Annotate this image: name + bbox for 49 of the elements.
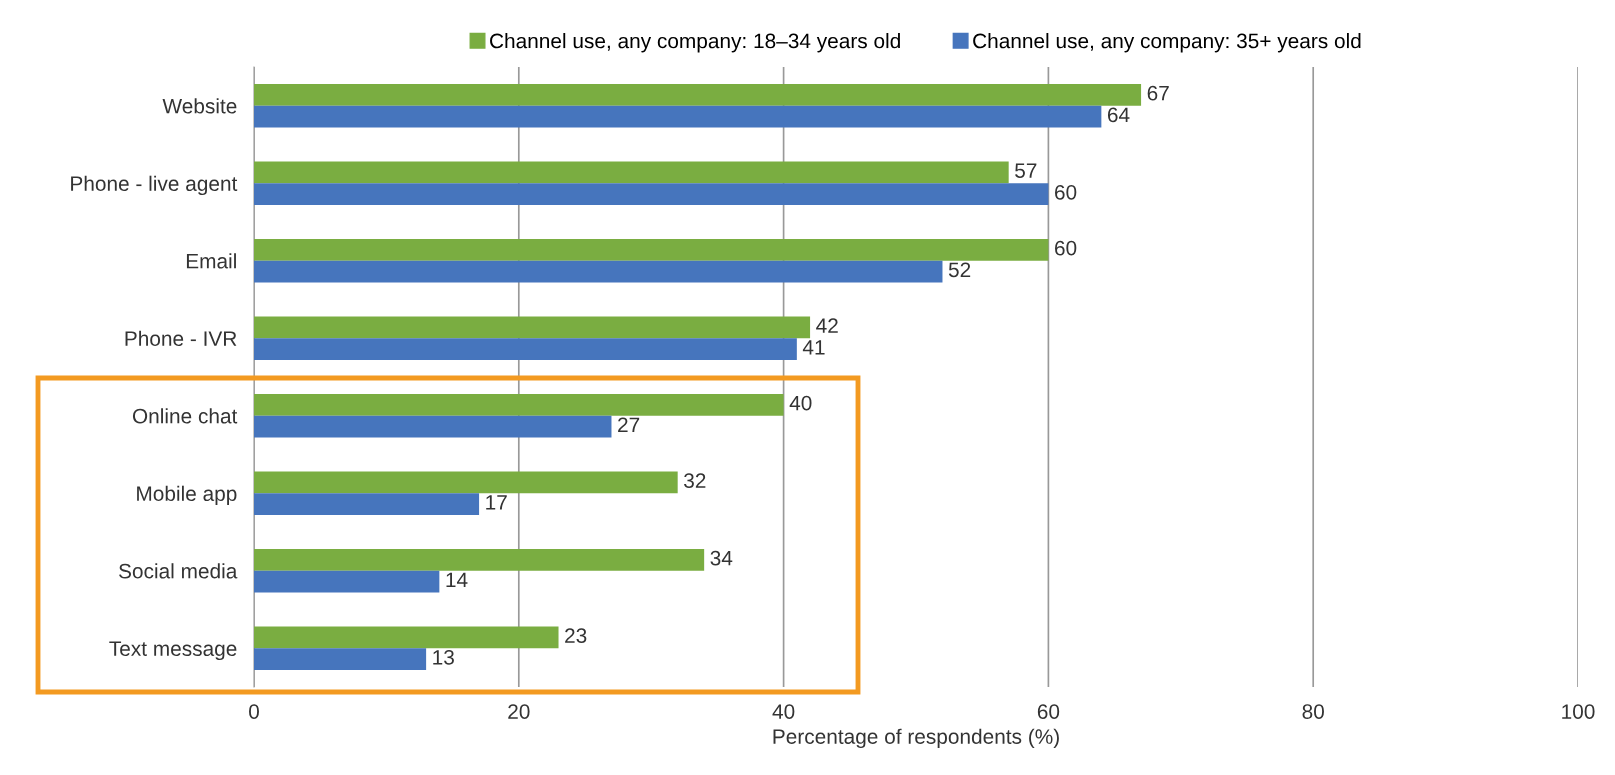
bar xyxy=(254,105,1102,128)
data-label: 17 xyxy=(486,495,507,510)
bar xyxy=(254,626,559,649)
bar xyxy=(254,570,440,593)
x-axis-title: Percentage of respondents (%) xyxy=(773,728,1059,749)
y-tick-label: Social media xyxy=(119,563,238,579)
bar xyxy=(254,84,1142,106)
y-tick-label: Phone - live agent xyxy=(71,175,238,196)
x-tick-label: 20 xyxy=(508,704,530,719)
data-label: 27 xyxy=(618,417,640,432)
data-label: 13 xyxy=(433,649,454,665)
data-label: 67 xyxy=(1147,85,1169,101)
y-tick-label: Email xyxy=(186,253,236,269)
y-tick-label: Online chat xyxy=(132,408,238,424)
bar xyxy=(254,161,1009,184)
y-tick-label: Text message xyxy=(109,641,237,661)
bar xyxy=(254,471,678,494)
x-tick-label: 40 xyxy=(772,704,795,719)
data-label: 42 xyxy=(816,318,838,333)
x-tick-label: 60 xyxy=(1037,704,1060,719)
bar xyxy=(254,549,705,571)
x-tick-label: 0 xyxy=(249,704,259,719)
legend-label: Channel use, any company: 35+ years old xyxy=(973,33,1361,53)
bar xyxy=(254,338,797,360)
bar xyxy=(254,493,480,515)
data-label: 57 xyxy=(1015,163,1037,178)
bar xyxy=(254,648,427,670)
bar xyxy=(254,415,612,438)
bar xyxy=(254,316,811,339)
data-label: 32 xyxy=(684,473,706,488)
y-tick-label: Mobile app xyxy=(137,485,237,506)
data-label: 60 xyxy=(1055,240,1077,256)
bar xyxy=(254,183,1049,205)
bar xyxy=(254,239,1049,261)
data-label: 41 xyxy=(802,340,825,355)
x-tick-label: 100 xyxy=(1562,704,1595,719)
data-label: 64 xyxy=(1107,107,1130,123)
data-label: 60 xyxy=(1055,184,1077,200)
data-label: 52 xyxy=(948,262,971,278)
data-label: 40 xyxy=(789,395,812,411)
data-label: 23 xyxy=(565,628,587,643)
data-label: 14 xyxy=(446,572,468,587)
legend-label: Channel use, any company: 18–34 years old xyxy=(490,33,900,53)
y-tick-label: Website xyxy=(162,98,237,114)
x-tick-label: 80 xyxy=(1302,704,1324,719)
y-tick-label: Phone - IVR xyxy=(125,330,237,346)
data-label: 34 xyxy=(710,550,733,566)
bar xyxy=(254,394,784,416)
bar xyxy=(254,260,943,283)
